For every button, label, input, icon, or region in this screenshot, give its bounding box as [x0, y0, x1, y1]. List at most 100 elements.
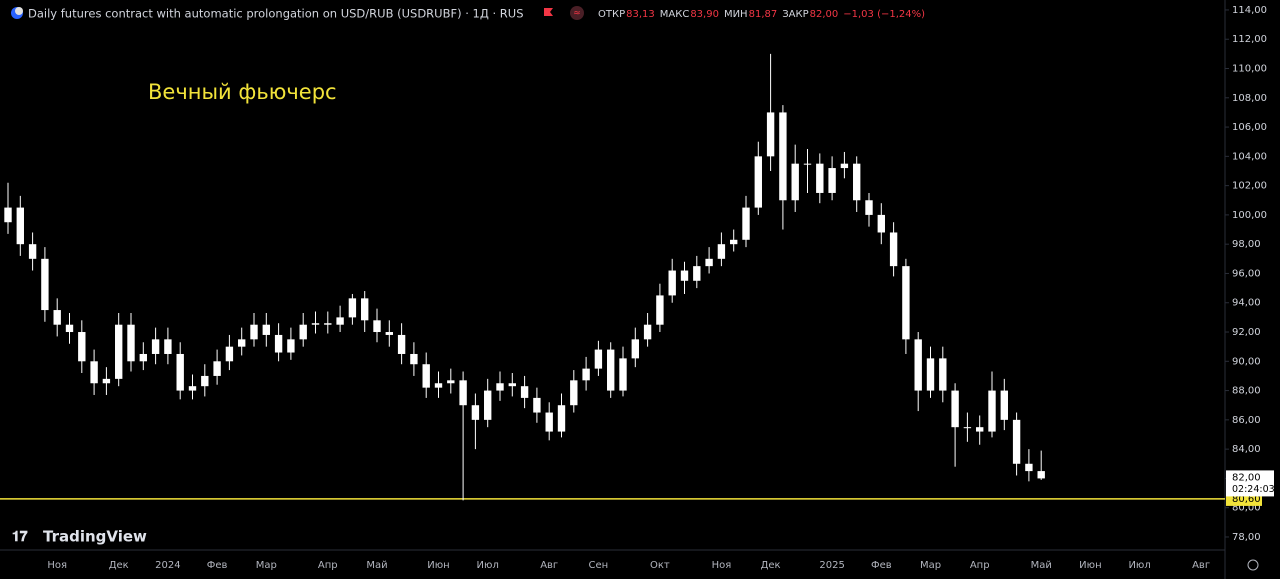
candle-body	[742, 207, 750, 240]
sync-icon-glyph: ≈	[573, 9, 581, 19]
x-tick-label: Июл	[1128, 560, 1150, 571]
candle-body	[865, 200, 873, 215]
y-tick-label: 96,00	[1232, 268, 1261, 279]
candle-body	[533, 397, 541, 413]
y-tick-label: 80,00	[1232, 503, 1261, 514]
y-tick-label: 104,00	[1232, 151, 1267, 162]
sync-icon[interactable]	[570, 6, 584, 20]
y-tick-label: 100,00	[1232, 210, 1267, 221]
candle-body	[188, 386, 197, 391]
candle-body	[151, 339, 160, 354]
candle-body	[976, 427, 984, 432]
candle-body	[311, 323, 320, 325]
x-tick-label: Фев	[871, 560, 892, 571]
candle-body	[939, 358, 947, 391]
hline-label: 80,60	[1232, 494, 1261, 505]
countdown: 02:24:03	[1232, 484, 1275, 495]
x-tick-label: Окт	[650, 560, 670, 571]
candle-body	[803, 163, 812, 165]
y-tick-label: 94,00	[1232, 298, 1261, 309]
candle-body	[287, 339, 295, 353]
candle-body	[902, 266, 910, 340]
header-label: МИН	[724, 9, 748, 20]
candle-body	[434, 383, 443, 388]
x-tick-label: Июн	[427, 560, 449, 571]
candle-body	[889, 232, 898, 267]
candle-body	[828, 168, 836, 193]
x-tick-label: Дек	[761, 560, 781, 571]
x-tick-label: Ноя	[47, 560, 67, 571]
candle-body	[385, 332, 393, 335]
y-tick-label: 98,00	[1232, 239, 1261, 250]
chart-title: Daily futures contract with automatic pr…	[28, 7, 524, 21]
candle-body	[730, 239, 738, 245]
candle-body	[127, 324, 135, 362]
y-tick-label: 78,00	[1232, 532, 1261, 543]
y-tick-label: 112,00	[1232, 34, 1267, 45]
x-tick-label: Апр	[318, 560, 338, 571]
candle-body	[176, 353, 184, 391]
candle-body	[631, 339, 639, 359]
settings-icon[interactable]	[1247, 559, 1259, 571]
candle-body	[262, 324, 270, 335]
x-tick-label: Сен	[589, 560, 609, 571]
candle-body	[250, 324, 258, 340]
candle-body	[225, 346, 234, 362]
x-tick-label: Июл	[477, 560, 499, 571]
candle-body	[557, 405, 566, 432]
candle-body	[754, 156, 762, 208]
candle-body	[607, 349, 615, 391]
candle-body	[914, 339, 922, 391]
candle-body	[274, 334, 283, 353]
y-tick-label: 90,00	[1232, 356, 1261, 367]
candle-body	[299, 324, 307, 340]
candle-body	[840, 163, 849, 169]
y-tick-label: 84,00	[1232, 444, 1261, 455]
y-tick-label: 110,00	[1232, 64, 1267, 75]
candle-body	[877, 214, 885, 233]
candle-body	[926, 358, 935, 391]
candle-body	[520, 386, 529, 398]
y-tick-label: 88,00	[1232, 386, 1261, 397]
candle-body	[570, 380, 578, 406]
candle-body	[16, 207, 24, 245]
candle-body	[705, 258, 713, 267]
logo: TradingView	[43, 528, 147, 546]
candle-body	[853, 163, 861, 201]
candle-body	[115, 324, 123, 379]
x-tick-label: Фев	[207, 560, 228, 571]
x-tick-label: Июн	[1079, 560, 1101, 571]
x-tick-label: Май	[366, 560, 387, 571]
candle-body	[410, 353, 418, 365]
candle-body	[656, 295, 664, 325]
candle-body	[361, 298, 369, 321]
candle-body	[816, 163, 824, 193]
candle-body	[496, 383, 504, 391]
candle-body	[201, 375, 209, 387]
candle-body	[139, 353, 147, 362]
candle-body	[484, 390, 492, 420]
header-change: −1,03 (−1,24%)	[843, 9, 925, 20]
candle-body	[324, 323, 332, 325]
candle-body	[791, 163, 799, 201]
symbol-icon	[15, 7, 23, 15]
x-tick-label: Авг	[1192, 560, 1210, 571]
candle-body	[545, 412, 553, 432]
candle-body	[594, 349, 603, 369]
candle-body	[78, 332, 86, 362]
candle-body	[28, 244, 37, 259]
candle-body	[668, 270, 676, 296]
header-value: 81,87	[749, 9, 778, 20]
candle-body	[693, 266, 701, 281]
candle-body	[988, 390, 996, 432]
header-label: ОТКР	[598, 9, 625, 20]
candle-body	[102, 378, 111, 384]
candle-body	[471, 405, 480, 420]
candle-body	[65, 324, 74, 333]
y-tick-label: 86,00	[1232, 415, 1261, 426]
y-tick-label: 114,00	[1232, 5, 1267, 16]
annotation: Вечный фьючерс	[148, 80, 337, 104]
candle-body	[238, 339, 246, 347]
